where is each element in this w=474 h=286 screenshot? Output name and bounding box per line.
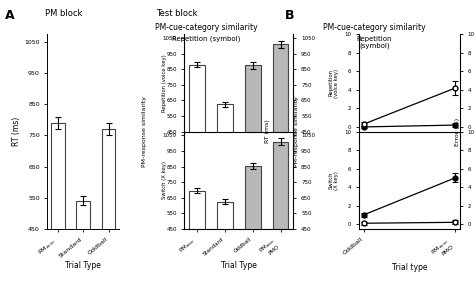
Bar <box>217 104 233 202</box>
Text: Repetition (symbol): Repetition (symbol) <box>172 36 240 42</box>
Text: Repetition
(symbol): Repetition (symbol) <box>357 36 392 49</box>
Text: Switch
(X key): Switch (X key) <box>328 171 339 190</box>
Bar <box>245 166 261 286</box>
Bar <box>51 123 64 286</box>
Y-axis label: RT (ms): RT (ms) <box>12 117 21 146</box>
Text: A: A <box>5 9 14 21</box>
Text: PM-cue-category similarity: PM-cue-category similarity <box>323 23 426 32</box>
Bar <box>101 129 116 286</box>
Text: Test block: Test block <box>156 9 198 17</box>
Bar <box>245 65 261 202</box>
Text: PM-response similarity: PM-response similarity <box>294 96 299 167</box>
Text: PM block: PM block <box>45 9 82 17</box>
Text: Repetition (voice key): Repetition (voice key) <box>162 54 167 112</box>
Text: PM-response similarity: PM-response similarity <box>142 96 147 167</box>
X-axis label: Trial type: Trial type <box>392 263 427 271</box>
Bar <box>76 201 90 286</box>
Text: PM-cue-category similarity: PM-cue-category similarity <box>155 23 257 32</box>
Text: B: B <box>284 9 294 21</box>
Bar <box>217 202 233 286</box>
Text: Repetition
(voice key): Repetition (voice key) <box>328 68 339 98</box>
Bar <box>273 142 289 286</box>
Bar <box>189 65 205 202</box>
X-axis label: Trial Type: Trial Type <box>65 261 101 271</box>
Text: Switch (X key): Switch (X key) <box>162 161 167 199</box>
Text: RT (ms): RT (ms) <box>265 120 270 144</box>
Bar <box>189 191 205 286</box>
Text: Error (%): Error (%) <box>455 118 460 146</box>
Bar <box>273 44 289 202</box>
X-axis label: Trial Type: Trial Type <box>221 261 257 270</box>
